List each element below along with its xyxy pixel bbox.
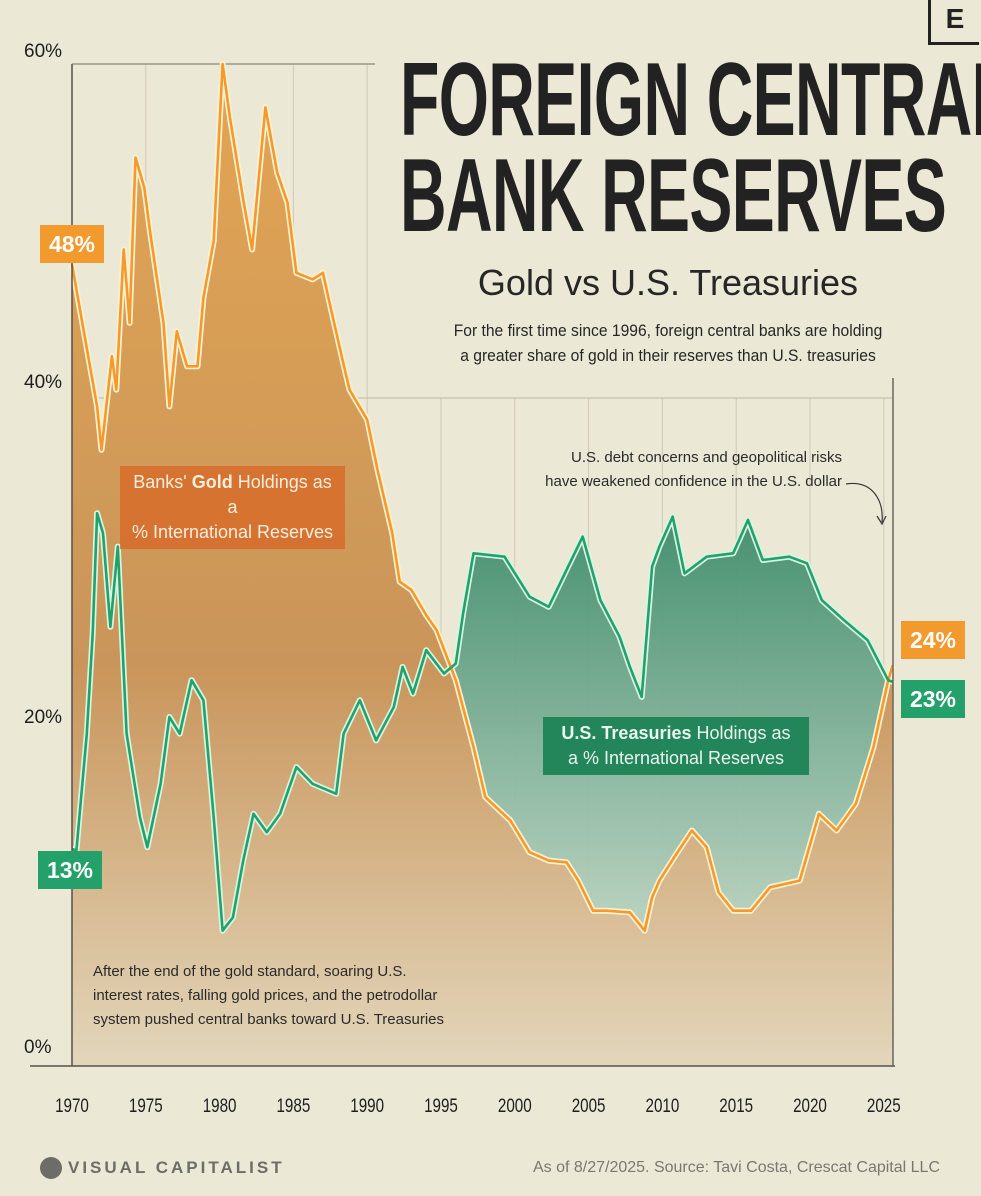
x-tick-1975: 1975 [129,1094,163,1116]
treasuries-end-badge: 23% [901,680,965,718]
annotation-std-line-1: After the end of the gold standard, soar… [93,963,407,980]
annotation-std-line-2: interest rates, falling gold prices, and… [93,987,438,1004]
annotation-debt-line-2: have weakened confidence in the U.S. dol… [545,473,842,490]
x-tick-2000: 2000 [498,1094,532,1116]
x-tick-2020: 2020 [793,1094,827,1116]
annotation-arrow [845,482,883,523]
annotation-gold-standard: After the end of the gold standard, soar… [93,960,493,1032]
series-lines [69,61,896,934]
x-tick-2015: 2015 [719,1094,753,1116]
gold-label-prefix: Banks' [133,472,192,492]
description-line-1: For the first time since 1996, foreign c… [453,321,883,340]
title-line-2: BANK RESERVES [400,138,947,254]
gold-line [70,62,894,932]
tsy-label-bold: U.S. Treasuries [561,723,692,743]
y-tick-20pct: 20% [24,707,62,728]
brand-name: VISUAL CAPITALIST [68,1158,285,1177]
annotation-arrowhead [876,515,887,526]
x-tick-2005: 2005 [572,1094,606,1116]
brand-e-logo: E [928,0,979,45]
treasuries-series-label: U.S. Treasuries Holdings as a % Internat… [543,717,809,775]
title-line-1: FOREIGN CENTRAL [400,42,981,158]
y-tick-40pct: 40% [24,372,62,393]
tsy-label-suffix: Holdings as [691,723,791,743]
annotation-debt-line-1: U.S. debt concerns and geopolitical risk… [571,449,842,466]
tick-labels: 1970 1975 1980 1985 1990 1995 2000 2005 2010 2015… [24,41,901,1116]
gold-label-line-2: % International Reserves [131,522,334,542]
x-tick-1980: 1980 [203,1094,237,1116]
globe-icon [40,1157,62,1179]
x-tick-1995: 1995 [424,1094,458,1116]
visual-capitalist-logo: VISUAL CAPITALIST [40,1157,285,1179]
gold-end-badge: 24% [901,621,965,659]
x-tick-2010: 2010 [646,1094,680,1116]
description-line-2: a greater share of gold in their reserve… [460,346,876,365]
y-tick-60pct: 60% [24,41,62,62]
page-title: FOREIGN CENTRAL BANK RESERVES [400,42,981,254]
y-tick-0pct: 0% [24,1037,52,1058]
gold-series-label: Banks' Gold Holdings as a % Internationa… [120,466,345,549]
treasuries-start-badge: 13% [38,851,102,889]
x-tick-1970: 1970 [55,1094,89,1116]
gold-label-suffix: Holdings as a [227,472,332,517]
x-tick-2025: 2025 [867,1094,901,1116]
x-tick-1985: 1985 [277,1094,311,1116]
subtitle: Gold vs U.S. Treasuries [477,262,859,303]
annotation-debt: U.S. debt concerns and geopolitical risk… [500,446,842,494]
x-tick-1990: 1990 [350,1094,384,1116]
annotation-std-line-3: system pushed central banks toward U.S. … [93,1011,444,1028]
gold-start-badge: 48% [40,225,104,263]
gold-label-bold: Gold [191,472,233,492]
description: For the first time since 1996, foreign c… [417,318,919,368]
treasuries-line [71,511,894,932]
source-note: As of 8/27/2025. Source: Tavi Costa, Cre… [532,1159,940,1176]
tsy-label-line-2: a % International Reserves [567,748,785,768]
